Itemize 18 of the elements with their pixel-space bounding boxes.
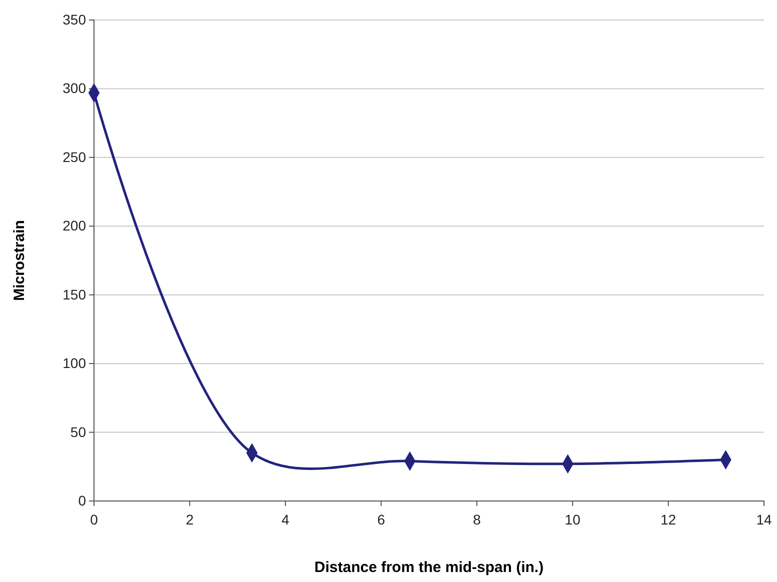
y-tick-label: 200 <box>62 218 86 234</box>
y-tick-label: 50 <box>70 424 86 440</box>
y-tick-label: 250 <box>62 148 86 165</box>
y-tick-label: 350 <box>62 11 86 28</box>
x-tick-label: 12 <box>660 511 676 528</box>
x-tick-label: 8 <box>472 511 481 528</box>
y-tick-label: 0 <box>78 492 86 508</box>
y-tick-label: 100 <box>62 355 86 372</box>
x-tick-label: 6 <box>377 511 386 528</box>
y-axis-title: Microstrain <box>11 220 28 301</box>
x-tick-label: 2 <box>186 511 194 528</box>
x-tick-label: 10 <box>564 511 581 528</box>
x-tick-label: 4 <box>282 511 290 528</box>
y-tick-label: 150 <box>62 286 86 302</box>
x-tick-label: 0 <box>90 511 98 528</box>
x-axis-title: Distance from the mid-span (in.) <box>314 559 544 576</box>
x-tick-label: 14 <box>756 511 772 528</box>
y-tick-label: 300 <box>62 80 86 96</box>
